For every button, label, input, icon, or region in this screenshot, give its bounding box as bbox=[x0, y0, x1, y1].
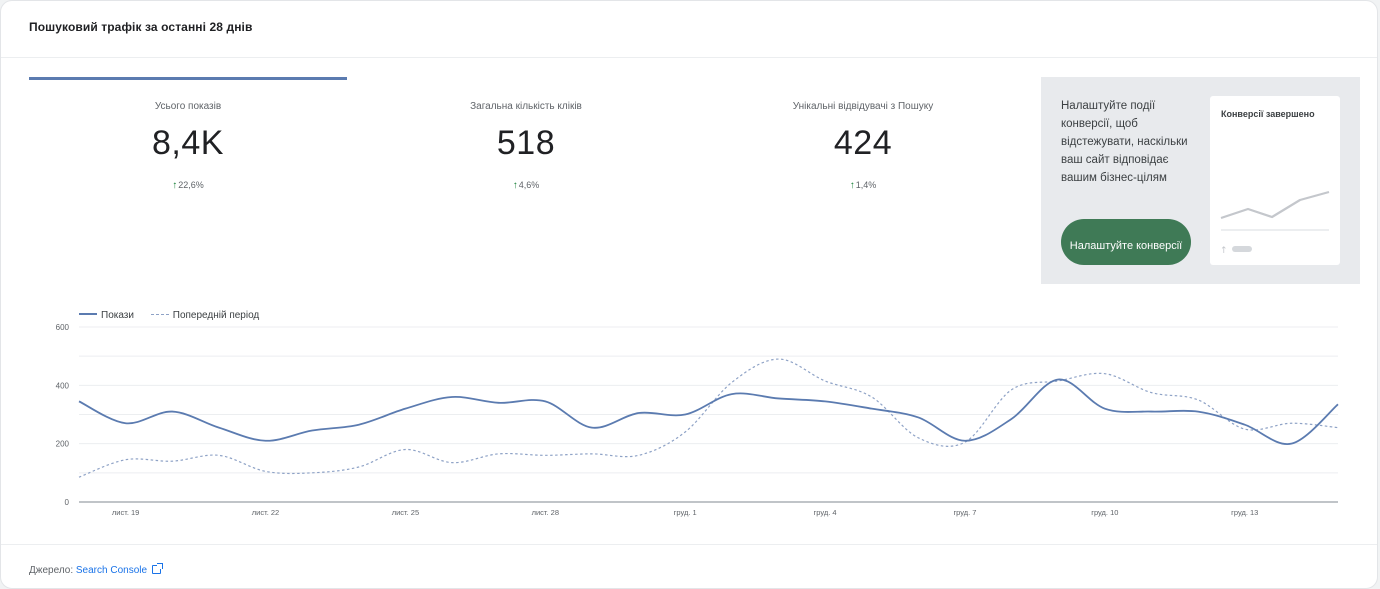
metric-label: Усього показів bbox=[154, 101, 222, 112]
conversions-preview-sparkline: ↑ bbox=[1220, 190, 1330, 256]
metric-delta: ↑22,6% bbox=[29, 180, 347, 191]
x-tick-label: груд. 10 bbox=[1091, 508, 1118, 517]
source-prefix: Джерело: bbox=[29, 565, 76, 576]
x-tick-label: лист. 28 bbox=[532, 508, 559, 517]
legend-swatch-dashed bbox=[150, 313, 169, 315]
metric-delta: ↑1,4% bbox=[704, 180, 1022, 191]
metric-label: Загальна кількість кліків bbox=[470, 101, 582, 112]
y-tick-label: 0 bbox=[65, 498, 70, 507]
metric-tab-impressions[interactable]: Усього показів 8,4K ↑22,6% bbox=[29, 77, 347, 217]
external-link-icon[interactable] bbox=[152, 563, 164, 574]
metric-label: Унікальні відвідувачі з Пошуку bbox=[792, 101, 934, 112]
arrow-up-icon: ↑ bbox=[512, 180, 518, 191]
x-tick-label: лист. 25 bbox=[392, 508, 419, 517]
impressions-line-chart: 0 200 400 600 лист. 19 лист. 22 лист. 25 лист. … bbox=[56, 323, 1339, 517]
series-line-impressions bbox=[78, 378, 1339, 445]
promo-text: Налаштуйте події конверсії, щоб відстежу… bbox=[1061, 100, 1188, 184]
metric-value: 518 bbox=[496, 124, 556, 162]
x-tick-label: груд. 7 bbox=[953, 508, 976, 517]
legend-label: Попередній період bbox=[172, 310, 260, 321]
setup-conversions-button[interactable]: Налаштуйте конверсії bbox=[1061, 219, 1191, 265]
metric-tab-clicks[interactable]: Загальна кількість кліків 518 ↑4,6% bbox=[367, 77, 685, 217]
arrow-up-icon: ↑ bbox=[1220, 246, 1228, 256]
metric-tab-unique-visitors[interactable]: Унікальні відвідувачі з Пошуку 424 ↑1,4% bbox=[704, 77, 1022, 217]
x-tick-label: груд. 1 bbox=[674, 508, 697, 517]
x-tick-label: лист. 19 bbox=[112, 508, 139, 517]
y-tick-label: 200 bbox=[56, 440, 70, 449]
legend-label: Покази bbox=[101, 310, 134, 321]
conversions-preview-card: Конверсії завершено ↑ bbox=[1210, 96, 1340, 265]
tab-indicator bbox=[704, 77, 1022, 80]
chart-legend: Покази Попередній період bbox=[79, 310, 273, 321]
card-title: Пошуковий трафік за останні 28 днів bbox=[29, 20, 253, 34]
arrow-up-icon: ↑ bbox=[172, 180, 178, 191]
metric-delta: ↑4,6% bbox=[367, 180, 685, 191]
legend-swatch-solid bbox=[79, 313, 97, 316]
metric-value: 8,4K bbox=[152, 124, 224, 162]
x-tick-label: груд. 4 bbox=[814, 508, 837, 517]
y-tick-label: 400 bbox=[56, 381, 70, 390]
search-console-link[interactable]: Search Console bbox=[75, 565, 148, 576]
legend-item-previous-period[interactable]: Попередній період bbox=[150, 310, 260, 321]
conversions-preview-title: Конверсії завершено bbox=[1221, 109, 1315, 119]
active-tab-indicator bbox=[29, 77, 347, 80]
metric-delta-value: 1,4% bbox=[855, 180, 877, 190]
tab-indicator bbox=[367, 77, 685, 80]
metric-delta-value: 22,6% bbox=[178, 180, 204, 190]
source-text: Джерело: Search Console bbox=[29, 563, 164, 576]
arrow-up-icon: ↑ bbox=[849, 180, 855, 191]
card-header: Пошуковий трафік за останні 28 днів bbox=[1, 1, 1377, 58]
metric-delta-value: 4,6% bbox=[518, 180, 540, 190]
metric-value: 424 bbox=[833, 124, 893, 162]
x-tick-label: лист. 22 bbox=[252, 508, 279, 517]
legend-item-impressions[interactable]: Покази bbox=[79, 310, 134, 321]
conversion-promo: Налаштуйте події конверсії, щоб відстежу… bbox=[1041, 77, 1360, 284]
card-footer: Джерело: Search Console bbox=[1, 544, 1377, 588]
series-line-previous-period bbox=[78, 358, 1339, 478]
y-tick-label: 600 bbox=[56, 323, 70, 332]
x-tick-label: груд. 13 bbox=[1231, 508, 1258, 517]
